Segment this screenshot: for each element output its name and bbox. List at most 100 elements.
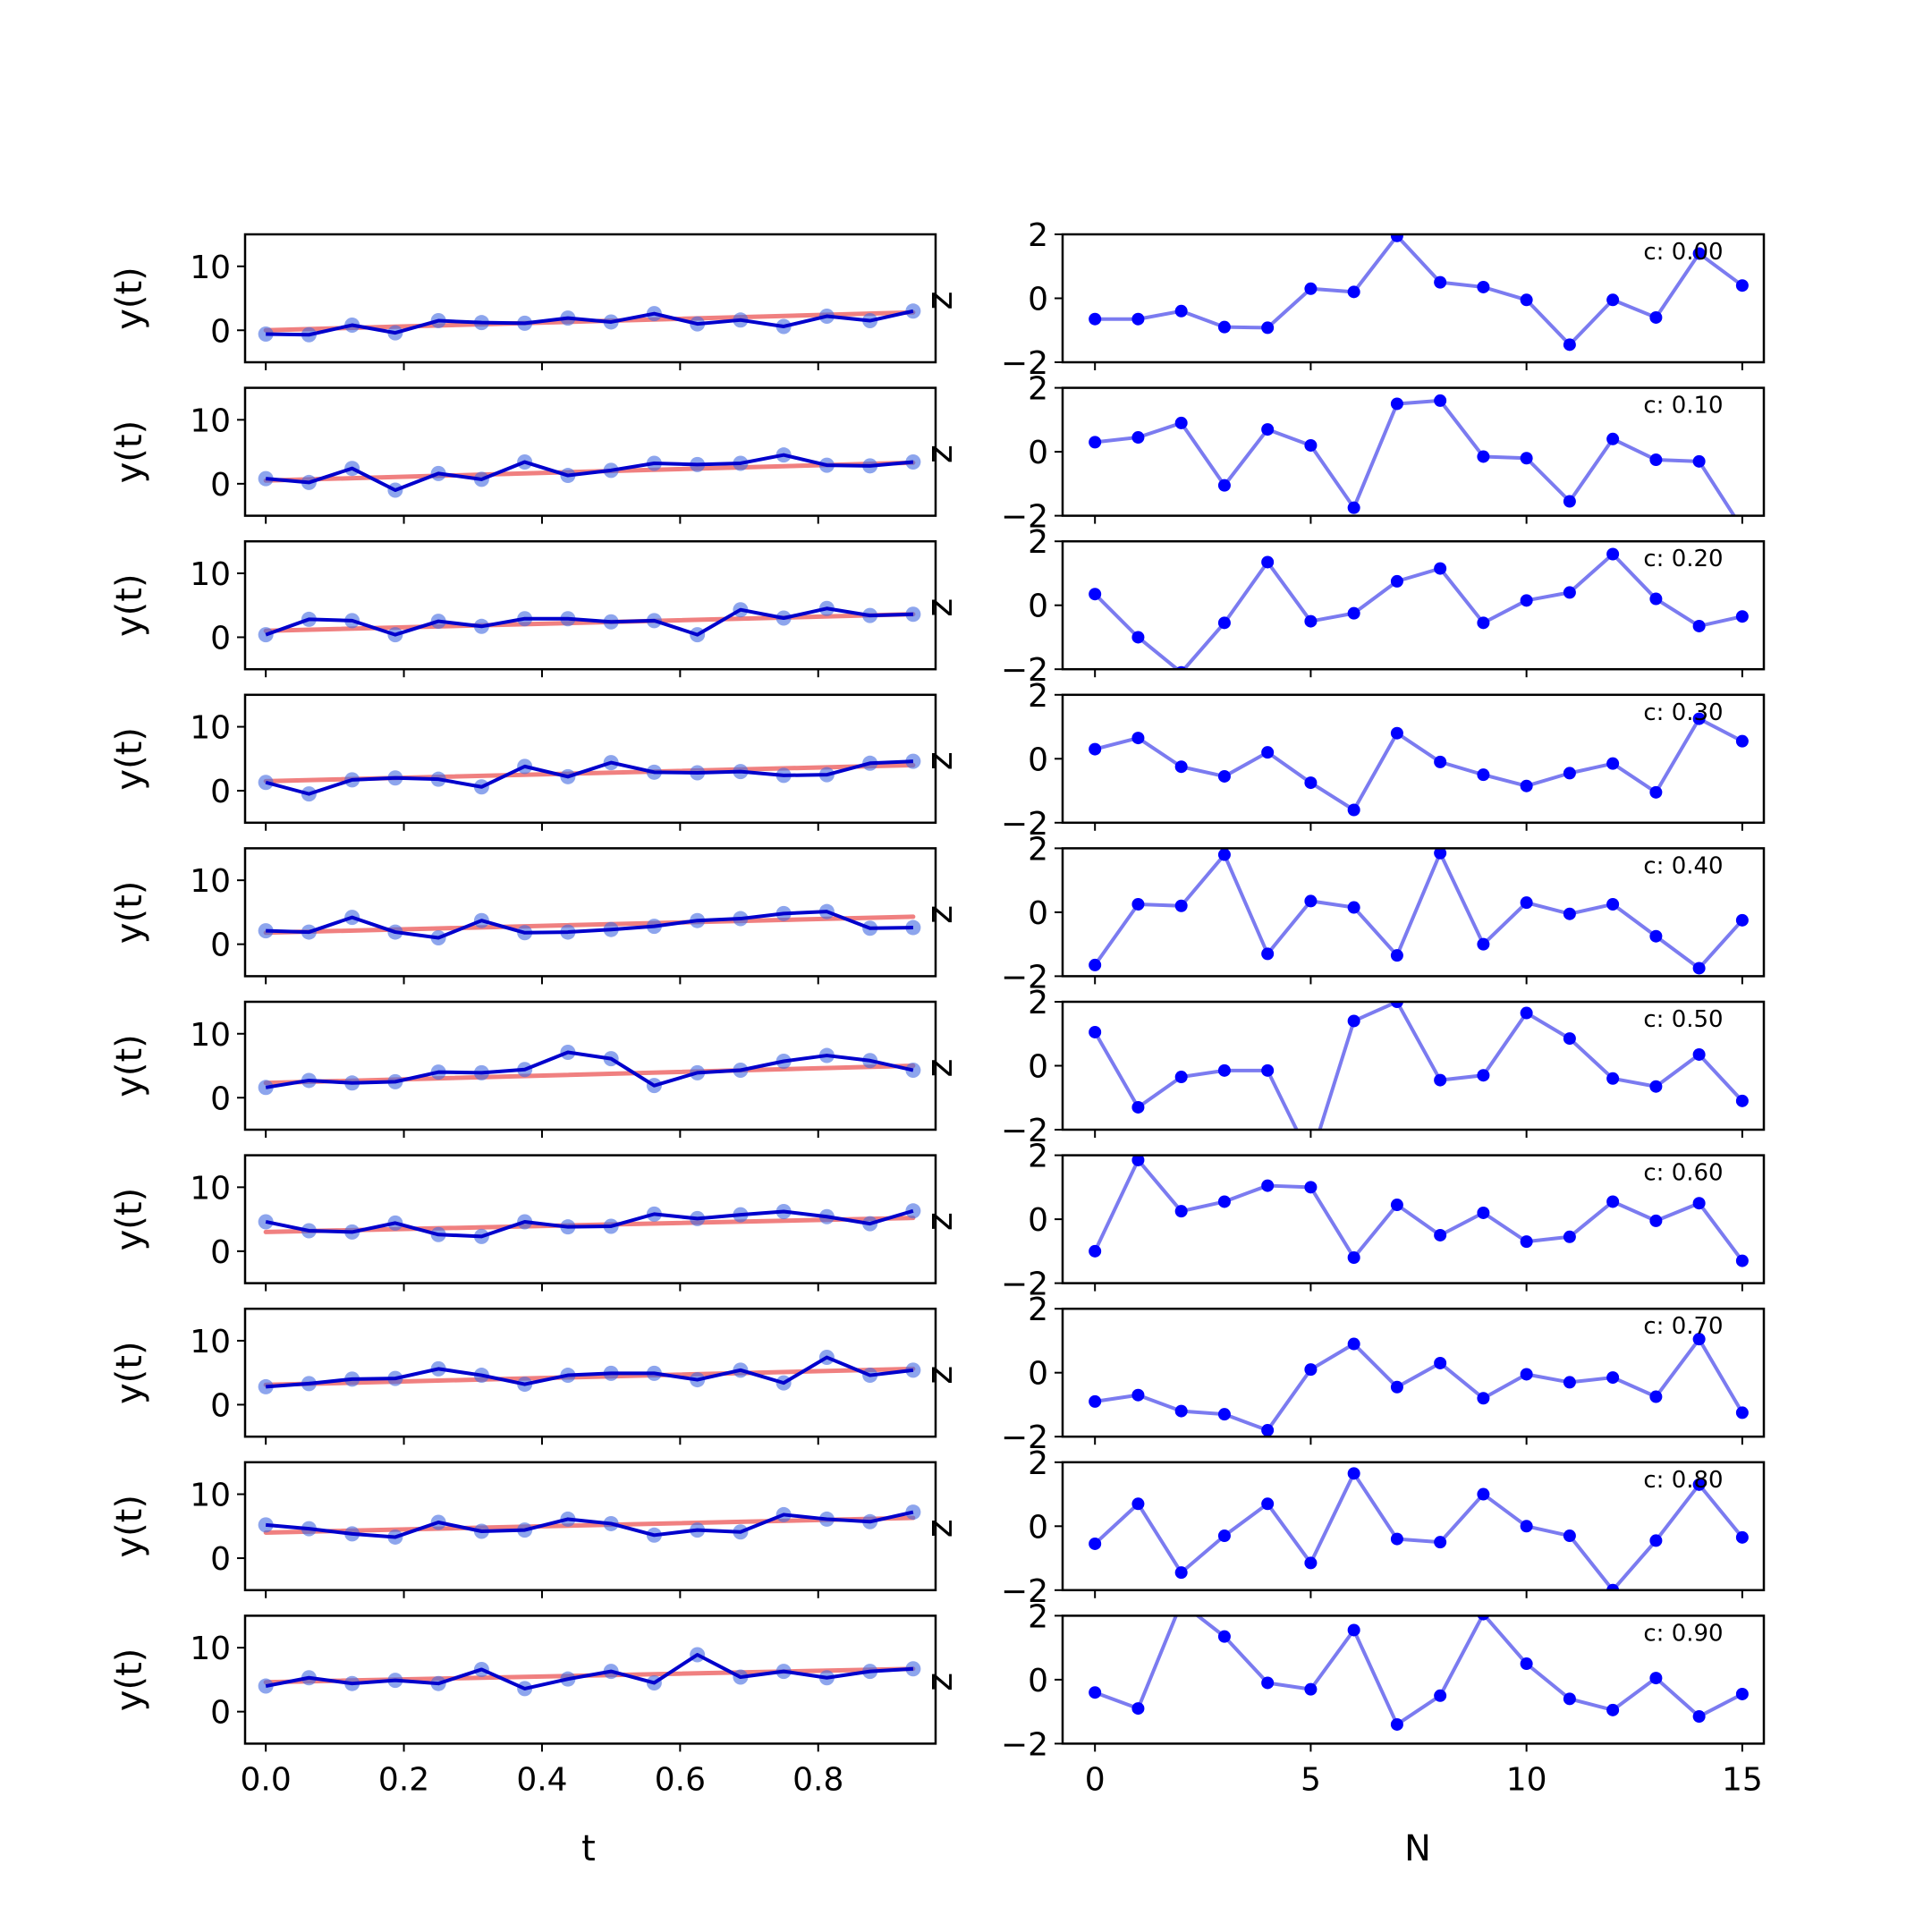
fit-line <box>263 1515 916 1535</box>
data-point <box>1563 586 1576 599</box>
data-point <box>1606 1703 1620 1716</box>
y-tick-label: 10 <box>190 1631 231 1667</box>
data-point <box>1131 732 1145 745</box>
left-plot-area-0 <box>258 303 921 343</box>
data-point <box>1434 1073 1447 1087</box>
data-point <box>1217 1195 1231 1208</box>
y-axis-label: y(t) <box>109 267 150 330</box>
y-axis-label: y(t) <box>109 1648 150 1712</box>
series-line <box>1094 398 1737 516</box>
y-tick-label: 0 <box>1028 1202 1048 1239</box>
data-point <box>1434 1689 1447 1702</box>
data-point <box>1217 1063 1231 1077</box>
x-tick-label: 0.4 <box>516 1761 567 1798</box>
data-point <box>1477 937 1490 951</box>
data-point <box>1477 1069 1490 1082</box>
y-tick-label: −2 <box>1001 1113 1048 1149</box>
data-point <box>1304 1363 1318 1377</box>
y-axis-label: y(t) <box>109 1034 150 1097</box>
data-point <box>1347 606 1360 620</box>
left-plot-area-9 <box>258 1647 921 1697</box>
y-tick-label: 0 <box>1028 741 1048 778</box>
data-point <box>1434 1228 1447 1241</box>
y-tick-label: −2 <box>1001 959 1048 996</box>
y-tick-label: 2 <box>1028 831 1048 868</box>
y-tick-label: −2 <box>1001 1267 1048 1303</box>
data-point <box>1520 452 1533 465</box>
axes-frame <box>243 847 937 978</box>
axes-frame <box>243 386 937 517</box>
axes-frame <box>243 1461 937 1592</box>
data-point <box>1217 848 1231 861</box>
data-point <box>1390 1002 1403 1008</box>
data-point <box>1735 1530 1749 1544</box>
y-tick-label: 2 <box>1028 524 1048 561</box>
left-plot-area-5 <box>258 1044 921 1096</box>
data-point <box>1735 1254 1749 1267</box>
data-point <box>1217 1530 1231 1543</box>
y-tick-label: 2 <box>1028 985 1048 1021</box>
annotation-label: c: 0.90 <box>1643 1620 1723 1647</box>
x-tick-label: 0 <box>1085 1761 1106 1798</box>
left-subplot-3: 0 10 y(t) <box>109 693 937 831</box>
data-point <box>1131 431 1145 445</box>
y-tick-label: 10 <box>190 556 231 593</box>
series-line <box>1093 1471 1744 1590</box>
axes-frame <box>243 1307 937 1438</box>
series-line <box>265 759 913 796</box>
data-point <box>1692 1710 1706 1724</box>
left-plot-area-6 <box>258 1203 921 1244</box>
right-subplot-5: c: 0.50 −2 0 2 z <box>919 985 1766 1165</box>
data-point <box>1735 1687 1749 1700</box>
series-line <box>265 1510 914 1539</box>
data-point <box>1089 1244 1102 1258</box>
y-tick-label: 0 <box>210 467 231 504</box>
data-point <box>1131 1702 1145 1716</box>
y-axis-label: y(t) <box>109 1188 150 1251</box>
y-axis-label: y(t) <box>109 420 150 484</box>
y-tick-label: 0 <box>210 928 231 964</box>
data-point <box>1261 1676 1275 1690</box>
series-line <box>266 309 914 337</box>
z-axis-label: z <box>919 292 961 310</box>
data-point <box>1304 1152 1317 1165</box>
axes-frame <box>243 693 937 825</box>
data-point <box>1563 495 1576 508</box>
data-point <box>1347 1467 1360 1480</box>
data-point <box>1735 1094 1749 1107</box>
data-point <box>1477 450 1490 463</box>
data-point <box>1649 1672 1663 1685</box>
data-point <box>1174 304 1188 318</box>
left-subplot-8: 0 10 y(t) <box>109 1461 937 1598</box>
right-plot-area-0 <box>1089 234 1749 352</box>
right-plot-area-8 <box>1089 1467 1749 1590</box>
data-point <box>1649 785 1663 799</box>
series-line <box>1093 1157 1744 1262</box>
data-point <box>1692 454 1706 468</box>
data-point <box>1089 588 1102 601</box>
axes-frame <box>243 1614 937 1745</box>
y-tick-label: 0 <box>1028 1663 1048 1699</box>
data-point <box>1089 958 1102 971</box>
y-tick-label: 10 <box>190 1478 231 1514</box>
y-tick-label: 0 <box>210 1541 231 1578</box>
z-axis-label: z <box>919 1519 961 1538</box>
data-point <box>1563 767 1576 780</box>
right-subplot-6: c: 0.60 −2 0 2 z <box>919 1139 1766 1303</box>
left-subplot-4: 0 10 y(t) <box>109 847 937 985</box>
data-point <box>1304 1181 1318 1194</box>
series-line <box>265 1208 914 1239</box>
data-point <box>1390 1380 1403 1394</box>
right-plot-area-1 <box>1089 394 1737 516</box>
y-tick-label: 0 <box>1028 1049 1048 1086</box>
left-subplot-0: 0 10 y(t) <box>109 233 937 370</box>
annotation-label: c: 0.10 <box>1643 393 1723 419</box>
data-point <box>1347 901 1360 914</box>
data-point <box>1390 1199 1403 1212</box>
y-tick-label: 0 <box>1028 1356 1048 1393</box>
data-point <box>1174 1566 1188 1580</box>
right-plot-area-4 <box>1089 848 1749 975</box>
data-point <box>1692 619 1706 632</box>
left-subplot-9: 0.0 0.2 0.4 0.6 0.8 0 10 y(t) <box>109 1614 937 1798</box>
